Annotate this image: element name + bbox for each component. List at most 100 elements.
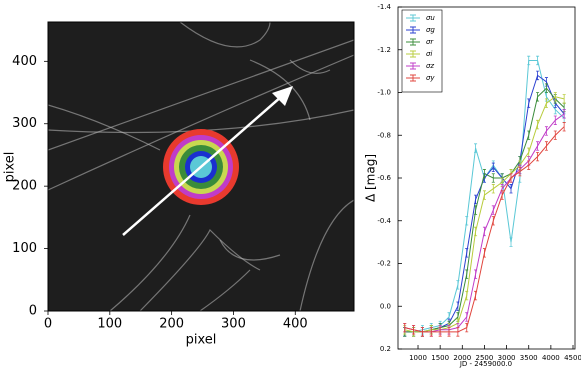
error-bar: [474, 194, 478, 205]
error-bar: [527, 55, 531, 66]
x-tick-label: 0: [44, 317, 52, 332]
error-bar: [491, 173, 495, 183]
error-bar: [482, 190, 486, 200]
error-bar: [553, 130, 557, 140]
error-bar: [544, 141, 548, 151]
x-tick-label: 300: [221, 317, 246, 332]
error-bar: [500, 190, 504, 200]
y-tick-label: -0.8: [377, 131, 391, 139]
x-tick-label: 3000: [498, 354, 516, 362]
error-bar: [562, 122, 566, 132]
legend-label: σz: [426, 62, 434, 70]
y-tick-label: -0.4: [377, 217, 391, 225]
legend-swatch: [406, 74, 420, 82]
error-bar: [509, 184, 513, 194]
x-tick-label: 200: [159, 317, 184, 332]
y-tick-label: 0.2: [380, 345, 391, 353]
error-bar: [536, 141, 540, 151]
x-tick-label: 400: [283, 317, 308, 332]
y-tick-label: -0.6: [377, 174, 391, 182]
error-bar: [438, 327, 442, 337]
x-axis-label: JD - 2459000.0: [459, 360, 512, 368]
legend-swatch: [406, 26, 420, 34]
error-bar: [527, 160, 531, 170]
y-tick-label: 0: [29, 304, 37, 319]
error-bar: [536, 70, 540, 81]
y-tick-label: 200: [12, 179, 37, 194]
y-tick-label: -1.0: [377, 89, 391, 97]
series-line: [404, 113, 565, 333]
error-bar: [465, 312, 469, 322]
error-bar: [403, 322, 407, 333]
error-bar: [429, 327, 433, 337]
error-bar: [562, 94, 566, 104]
error-bar: [553, 115, 557, 125]
legend-label: σr: [426, 38, 434, 46]
error-bar: [474, 226, 478, 237]
error-bar: [562, 109, 566, 119]
error-bar: [544, 83, 548, 93]
error-bar: [474, 269, 478, 279]
x-tick-label: 4000: [542, 354, 560, 362]
y-tick-label: -1.2: [377, 46, 391, 54]
legend-swatch: [406, 38, 420, 46]
legend-label: σu: [426, 14, 435, 22]
error-bar: [482, 248, 486, 258]
legend-label: σg: [426, 26, 435, 34]
error-bar: [536, 151, 540, 162]
y-tick-label: 400: [12, 54, 37, 69]
y-tick-label: -1.4: [377, 3, 391, 11]
map-frame: [47, 21, 355, 312]
error-bar: [491, 205, 495, 215]
legend-label: σi: [426, 50, 432, 58]
x-tick-label: 3500: [520, 354, 538, 362]
error-bar: [536, 119, 540, 130]
error-bar: [474, 205, 478, 215]
error-bar: [518, 166, 522, 177]
error-bar: [456, 327, 460, 337]
series-line: [404, 96, 565, 333]
map-image: [48, 22, 354, 311]
legend: [401, 9, 443, 93]
error-bar: [509, 173, 513, 183]
error-bar: [465, 290, 469, 301]
error-bar: [465, 216, 469, 226]
error-bar: [447, 327, 451, 337]
series-line: [404, 87, 565, 333]
error-bar: [420, 327, 424, 337]
x-tick-label: 4500: [564, 354, 581, 362]
legend-swatch: [406, 50, 420, 58]
x-tick-label: 1500: [431, 354, 449, 362]
error-bar: [482, 226, 486, 237]
x-axis-label: pixel: [186, 333, 217, 348]
x-tick-label: 2500: [476, 354, 494, 362]
legend-label: σy: [426, 74, 435, 82]
x-tick-label: 1000: [409, 354, 427, 362]
error-bar: [456, 280, 460, 290]
error-bar: [509, 237, 513, 247]
error-bar: [527, 98, 531, 108]
y-axis-label: Δ [mag]: [364, 154, 378, 202]
error-bar: [536, 55, 540, 66]
series-line: [404, 74, 565, 333]
error-bar: [491, 162, 495, 172]
y-tick-label: 0.0: [380, 302, 391, 310]
error-bar: [491, 216, 495, 226]
legend-swatch: [406, 14, 420, 22]
error-bar: [465, 248, 469, 258]
y-tick-label: -0.2: [377, 260, 391, 268]
error-bar: [482, 169, 486, 179]
error-bar: [536, 92, 540, 102]
y-tick-label: 100: [12, 241, 37, 256]
error-bar: [544, 126, 548, 136]
error-bar: [465, 322, 469, 333]
error-bar: [544, 98, 548, 108]
error-bar: [412, 325, 416, 335]
error-bar: [491, 184, 495, 194]
x-tick-label: 100: [97, 317, 122, 332]
y-tick-label: 300: [12, 116, 37, 131]
error-bar: [527, 130, 531, 140]
legend-swatch: [406, 62, 420, 70]
error-bar: [553, 92, 557, 102]
